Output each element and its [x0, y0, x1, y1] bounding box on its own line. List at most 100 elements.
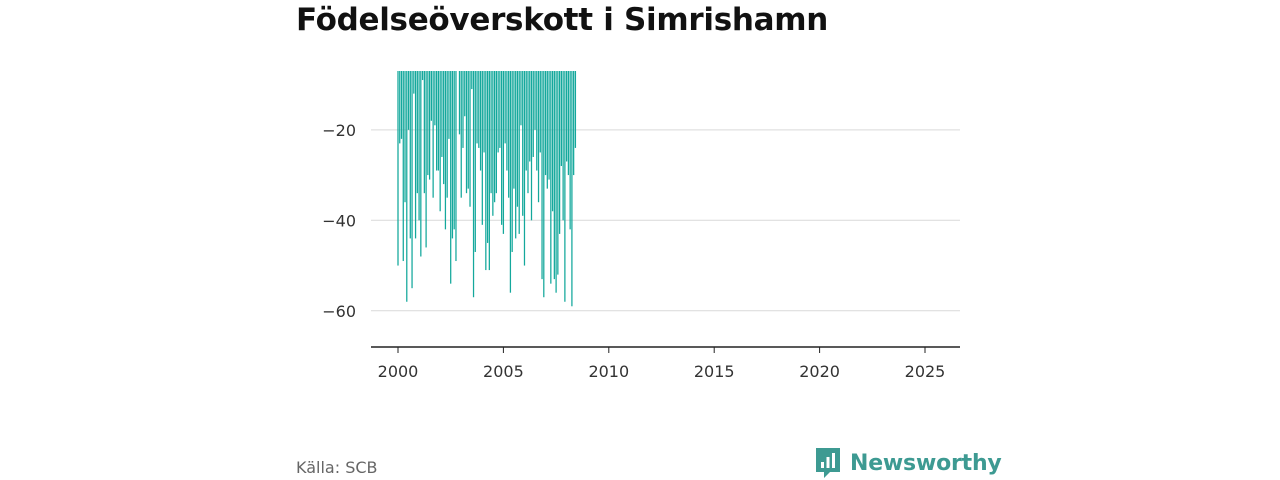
bar — [413, 71, 415, 94]
bar — [511, 71, 513, 252]
bar — [486, 71, 489, 243]
bar — [551, 71, 554, 212]
bar — [430, 71, 432, 121]
bar — [508, 71, 510, 198]
bar — [428, 71, 431, 180]
bar — [539, 71, 541, 153]
bar — [399, 71, 401, 144]
bar — [485, 71, 487, 271]
bar — [462, 71, 464, 148]
bar — [555, 71, 557, 293]
bar — [402, 71, 404, 262]
bar — [439, 71, 441, 212]
bar — [518, 71, 520, 234]
bar — [558, 71, 561, 234]
brand-logo: Newsworthy — [814, 446, 1002, 480]
bar — [416, 71, 418, 194]
bar — [474, 71, 476, 252]
bar — [504, 71, 506, 144]
bar — [451, 71, 454, 239]
bar — [453, 71, 455, 230]
bar — [553, 71, 555, 280]
bar — [550, 71, 552, 284]
bars — [397, 71, 577, 307]
bar — [501, 71, 503, 225]
bar — [418, 71, 420, 221]
bar — [564, 71, 566, 302]
bar — [492, 71, 494, 216]
bar — [414, 71, 417, 239]
x-tick-label: 2005 — [483, 362, 524, 381]
bar — [425, 71, 427, 248]
bar — [420, 71, 422, 257]
bar — [493, 71, 496, 203]
bar — [557, 71, 559, 275]
bar — [436, 71, 438, 171]
x-axis: 2000 2005 2010 2015 2020 2025 — [371, 346, 960, 381]
bar — [404, 71, 406, 203]
bar-chart: −20 −40 −60 2000 2005 2010 2015 2020 2025 — [322, 71, 960, 381]
bar — [400, 71, 403, 139]
bar — [476, 71, 478, 144]
bar — [527, 71, 529, 194]
bar — [515, 71, 517, 239]
bar — [566, 71, 568, 162]
y-tick-label: −40 — [322, 211, 356, 230]
bar — [532, 71, 534, 157]
bar — [541, 71, 543, 280]
bar — [458, 71, 461, 135]
bar — [455, 71, 457, 262]
bar — [490, 71, 492, 194]
bar — [469, 71, 471, 207]
bar — [574, 71, 577, 148]
bar — [499, 71, 501, 148]
bar — [423, 71, 425, 194]
bar — [560, 71, 562, 167]
bar — [409, 71, 411, 239]
bar — [497, 71, 499, 153]
bar — [523, 71, 526, 266]
bar — [397, 71, 399, 266]
bar — [506, 71, 508, 171]
bar — [446, 71, 448, 198]
x-tick-label: 2015 — [694, 362, 735, 381]
y-tick-label: −60 — [322, 302, 356, 321]
bar — [448, 71, 450, 139]
bar — [529, 71, 531, 162]
bar — [443, 71, 445, 185]
x-tick-label: 2010 — [588, 362, 629, 381]
source-note: Källa: SCB — [296, 458, 378, 477]
x-tick-label: 2000 — [378, 362, 419, 381]
chart-title: Födelseöverskott i Simrishamn — [296, 2, 829, 38]
bar — [571, 71, 573, 307]
bar — [534, 71, 536, 130]
y-axis: −20 −40 −60 — [322, 121, 356, 321]
bar — [546, 71, 548, 189]
bar — [562, 71, 564, 221]
bar — [411, 71, 413, 289]
bar — [513, 71, 515, 189]
bar — [465, 71, 468, 194]
bar — [495, 71, 497, 194]
x-tick-label: 2020 — [799, 362, 840, 381]
bar — [481, 71, 483, 225]
bar — [478, 71, 480, 148]
bar — [543, 71, 545, 298]
bar — [530, 71, 533, 221]
bar — [516, 71, 519, 207]
bar — [434, 71, 436, 126]
newsworthy-logo-icon — [816, 448, 840, 478]
bar — [525, 71, 527, 171]
bar — [444, 71, 447, 230]
bar — [406, 71, 408, 302]
bar — [544, 71, 547, 176]
grid-lines — [371, 129, 960, 312]
bar — [432, 71, 434, 198]
bar — [467, 71, 469, 189]
bar — [502, 71, 505, 234]
bar — [427, 71, 429, 176]
bar — [441, 71, 443, 157]
y-tick-label: −20 — [322, 121, 356, 140]
bar — [479, 71, 482, 171]
bar — [573, 71, 575, 176]
